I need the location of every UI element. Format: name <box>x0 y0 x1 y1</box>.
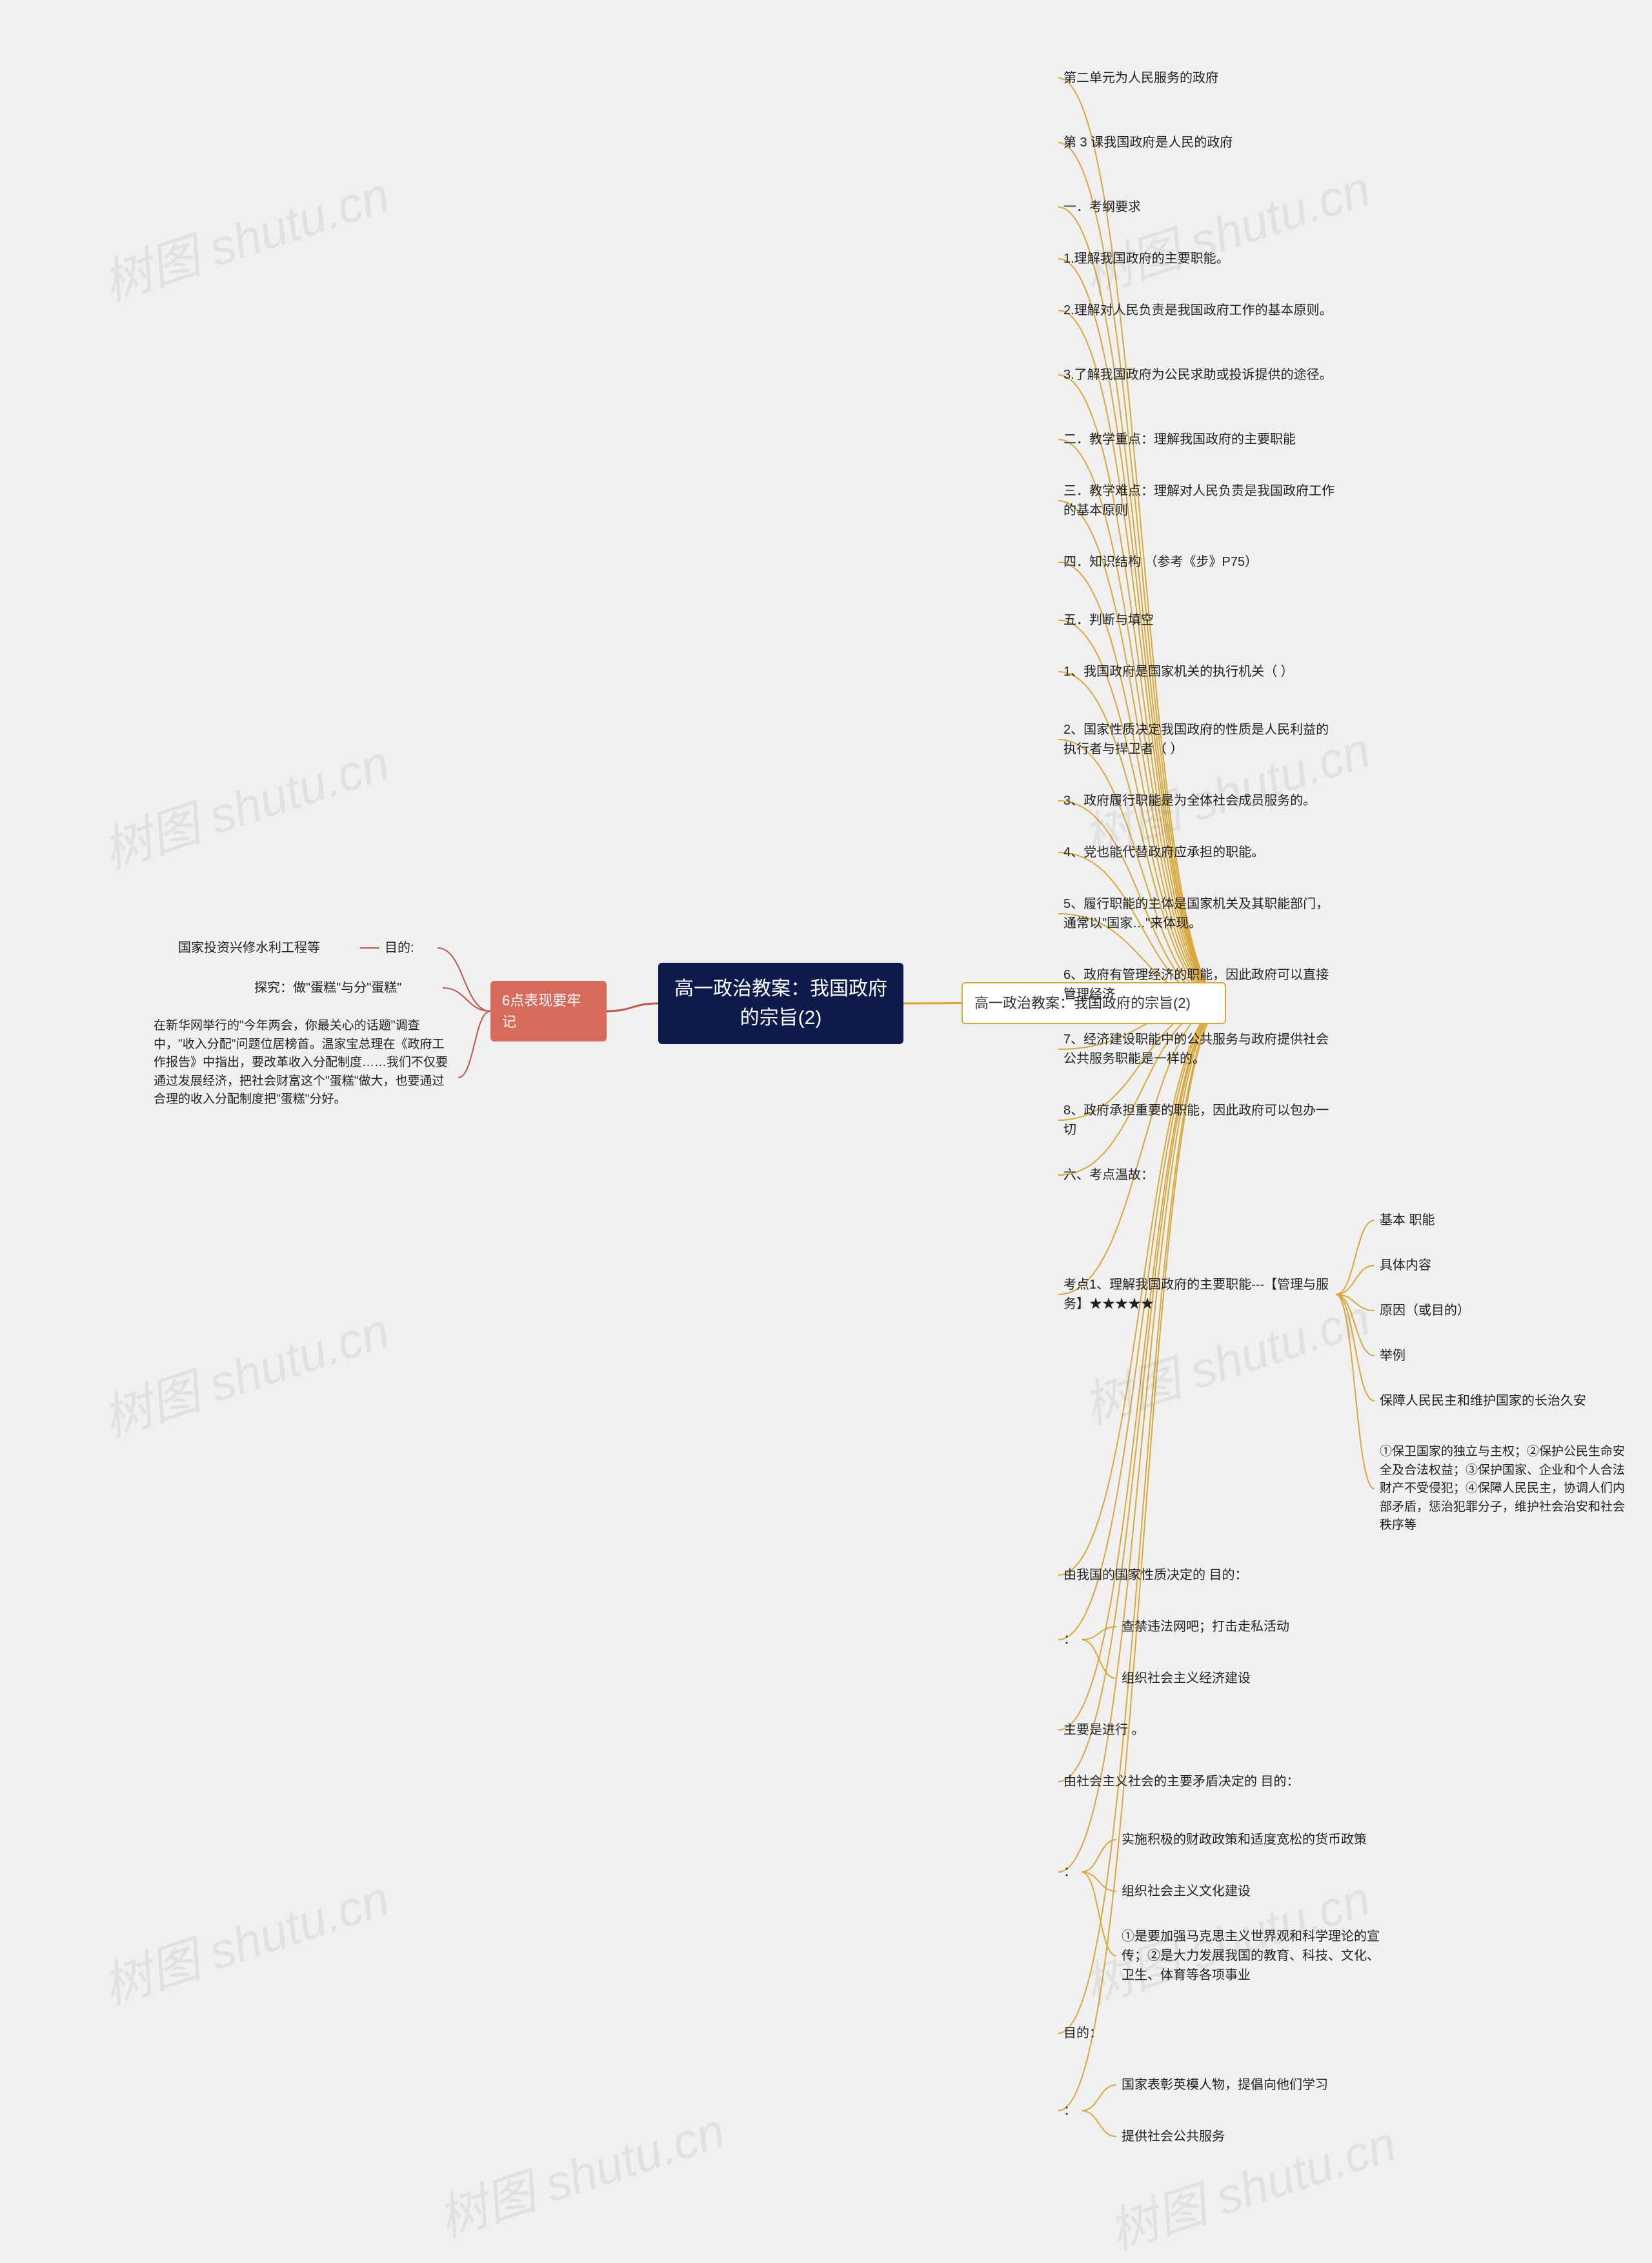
node-R22: ： <box>1058 1626 1082 1653</box>
node-L2: 探究：做"蛋糕"与分"蛋糕" <box>249 974 443 1001</box>
node-R22a: 查禁违法网吧；打击走私活动 <box>1116 1613 1294 1640</box>
node-R1: 第二单元为人民服务的政府 <box>1058 65 1224 92</box>
mindmap-canvas: 树图 shutu.cn树图 shutu.cn树图 shutu.cn树图 shut… <box>0 0 1652 2251</box>
node-R27: ： <box>1058 2097 1082 2124</box>
node-R25c: ①是要加强马克思主义世界观和科学理论的宣传；②是大力发展我国的教育、科技、文化、… <box>1116 1923 1387 1989</box>
node-R22b: 组织社会主义经济建设 <box>1116 1665 1256 1692</box>
node-R27a: 国家表彰英模人物，提倡向他们学习 <box>1116 2071 1333 2098</box>
node-R2: 第 3 课我国政府是人民的政府 <box>1058 129 1238 156</box>
node-R10: 五．判断与填空 <box>1058 607 1159 634</box>
node-R17: 7、经济建设职能中的公共服务与政府提供社会公共服务职能是一样的。 <box>1058 1026 1342 1072</box>
node-R12: 2、国家性质决定我国政府的性质是人民利益的执行者与捍卫者（ ） <box>1058 716 1342 763</box>
node-R25a: 实施积极的财政政策和适度宽松的货币政策 <box>1116 1826 1372 1853</box>
node-R14: 4、党也能代替政府应承担的职能。 <box>1058 839 1269 866</box>
node-R25b: 组织社会主义文化建设 <box>1116 1878 1256 1905</box>
node-L3: 在新华网举行的"今年两会，你最关心的话题"调查中，"收入分配"问题位居榜首。温家… <box>148 1013 458 1142</box>
watermark: 树图 shutu.cn <box>92 1858 397 2018</box>
node-R19: 六、考点温故： <box>1058 1162 1159 1189</box>
node-R18: 8、政府承担重要的职能，因此政府可以包办一切 <box>1058 1097 1342 1143</box>
node-R20: 考点1、理解我国政府的主要职能---【管理与服务】★★★★★ <box>1058 1271 1336 1318</box>
node-R5: 2.理解对人民负责是我国政府工作的基本原则。 <box>1058 297 1338 324</box>
node-R3: 一．考纲要求 <box>1058 194 1146 221</box>
node-R20d: 举例 <box>1375 1342 1411 1369</box>
node-R15: 5、履行职能的主体是国家机关及其职能部门，通常以"国家…"来体现。 <box>1058 890 1342 937</box>
watermark: 树图 shutu.cn <box>428 2091 732 2250</box>
watermark: 树图 shutu.cn <box>92 155 397 314</box>
node-R23: 主要是进行 。 <box>1058 1716 1150 1744</box>
node-L1a: 国家投资兴修水利工程等 <box>173 934 360 961</box>
node-L0: 6点表现要牢记 <box>490 981 607 1041</box>
node-R20c: 原因（或目的） <box>1375 1297 1475 1324</box>
node-root: 高一政治教案：我国政府的宗旨(2) <box>658 963 903 1044</box>
node-R20e: 保障人民民主和维护国家的长治久安 <box>1375 1387 1591 1414</box>
watermark: 树图 shutu.cn <box>92 723 397 882</box>
watermark: 树图 shutu.cn <box>1073 148 1378 308</box>
node-R27b: 提供社会公共服务 <box>1116 2123 1230 2150</box>
node-R13: 3、政府履行职能是为全体社会成员服务的。 <box>1058 787 1321 814</box>
node-R16: 6、政府有管理经济的职能，因此政府可以直接管理经济 <box>1058 961 1342 1008</box>
node-R6: 3.了解我国政府为公民求助或投诉提供的途径。 <box>1058 361 1338 388</box>
node-R7: 二．教学重点：理解我国政府的主要职能 <box>1058 426 1301 453</box>
node-R24: 由社会主义社会的主要矛盾决定的 目的： <box>1058 1768 1305 1795</box>
node-R9: 四．知识结构 （参考《步》P75） <box>1058 548 1263 576</box>
node-R4: 1.理解我国政府的主要职能。 <box>1058 245 1234 272</box>
node-R26: 目的： <box>1058 2020 1107 2047</box>
node-L1: 目的: <box>379 934 438 961</box>
node-R21: 由我国的国家性质决定的 目的： <box>1058 1562 1253 1589</box>
node-R20a: 基本 职能 <box>1375 1207 1440 1234</box>
node-R20f: ①保卫国家的独立与主权；②保护公民生命安全及合法权益；③保护国家、企业和个人合法… <box>1375 1439 1633 1539</box>
node-R20b: 具体内容 <box>1375 1252 1436 1279</box>
watermark: 树图 shutu.cn <box>92 1291 397 1450</box>
node-R8: 三．教学难点：理解对人民负责是我国政府工作的基本原则 <box>1058 478 1342 524</box>
node-R11: 1、我国政府是国家机关的执行机关（ ） <box>1058 658 1299 685</box>
node-R25: ： <box>1058 1858 1082 1886</box>
